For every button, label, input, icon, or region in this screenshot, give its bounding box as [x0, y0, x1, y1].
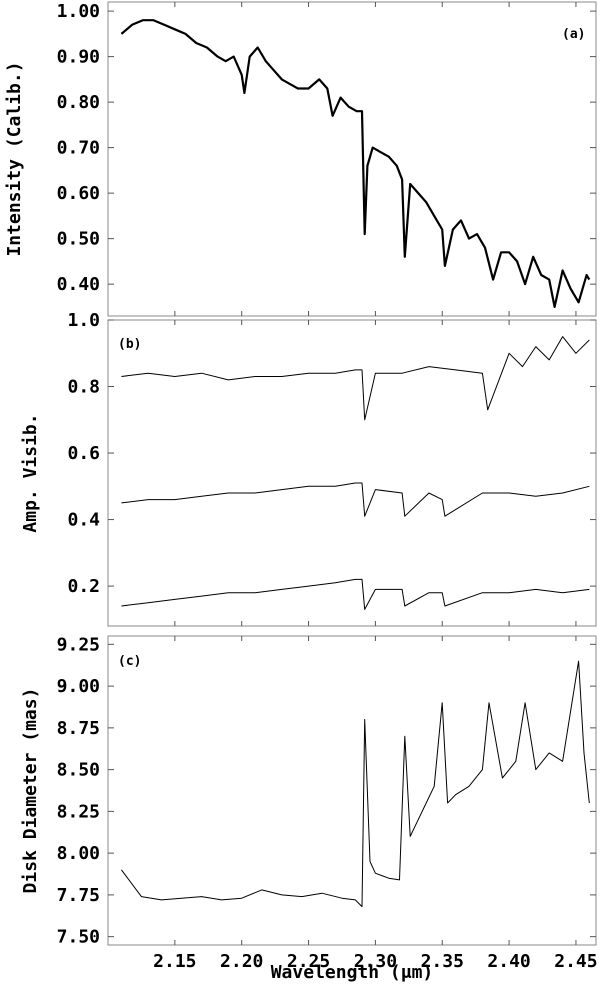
x-axis-title: Wavelength (μm): [271, 962, 434, 983]
series-line-2: [121, 482, 590, 517]
y-tick-label: 0.70: [57, 138, 100, 159]
series-line-1: [120, 19, 591, 308]
y-tick-label: 0.8: [67, 377, 100, 398]
plot-frame: [107, 1, 597, 317]
y-tick-label: 0.80: [57, 92, 100, 113]
x-tick-label: 2.35: [421, 951, 464, 972]
y-axis-title: Intensity (Calib.): [4, 61, 25, 256]
panel-diameter: 2.15 2.20 2.25 2.30 2.35 2.40 2.45 9.25 9.00 8.75…: [20, 634, 598, 972]
y-tick-label: 8.75: [57, 718, 100, 739]
series-line-3: [121, 578, 590, 610]
panel-visibility: 1.0 0.8 0.6 0.4 0.2 Amp. Visib. (b): [20, 310, 597, 627]
x-tick-label: 2.25: [287, 951, 330, 972]
y-axis-title: Disk Diameter (mas): [20, 688, 41, 894]
y-tick-label: 7.75: [57, 885, 100, 906]
y-tick-label: 9.00: [57, 676, 100, 697]
y-tick-label: 0.4: [67, 510, 100, 531]
series-line-1: [121, 336, 590, 421]
y-tick-label: 7.50: [57, 927, 100, 948]
series-line-1: [120, 660, 590, 908]
y-tick-label: 0.6: [67, 443, 100, 464]
panel-tag: (b): [118, 337, 141, 352]
y-tick-label: 0.90: [57, 47, 100, 68]
x-tick-label: 2.45: [554, 951, 597, 972]
y-tick-label: 8.00: [57, 843, 100, 864]
y-tick-label: 0.2: [67, 576, 100, 597]
y-tick-label: 1.00: [57, 1, 100, 22]
y-tick-label: 8.25: [57, 801, 100, 822]
panel-intensity: 1.00 0.90 0.80 0.70 0.60 0.50 0.40 Intensity (C…: [4, 1, 597, 317]
x-tick-label: 2.40: [487, 951, 530, 972]
plot-frame: [107, 635, 597, 946]
x-tick-label: 2.15: [153, 951, 196, 972]
y-tick-label: 0.40: [57, 274, 100, 295]
y-tick-label: 1.0: [67, 310, 100, 331]
panel-tag: (a): [562, 27, 585, 42]
x-tick-label: 2.20: [220, 951, 263, 972]
x-tick-label: 2.30: [354, 951, 397, 972]
panel-tag: (c): [118, 654, 141, 669]
y-tick-label: 0.50: [57, 229, 100, 250]
y-axis-title: Amp. Visib.: [20, 413, 41, 532]
panels: 1.00 0.90 0.80 0.70 0.60 0.50 0.40 Intensity (C…: [4, 1, 598, 972]
plot-frame: [107, 319, 597, 627]
y-tick-label: 8.50: [57, 760, 100, 781]
y-tick-label: 0.60: [57, 183, 100, 204]
y-tick-label: 9.25: [57, 634, 100, 655]
